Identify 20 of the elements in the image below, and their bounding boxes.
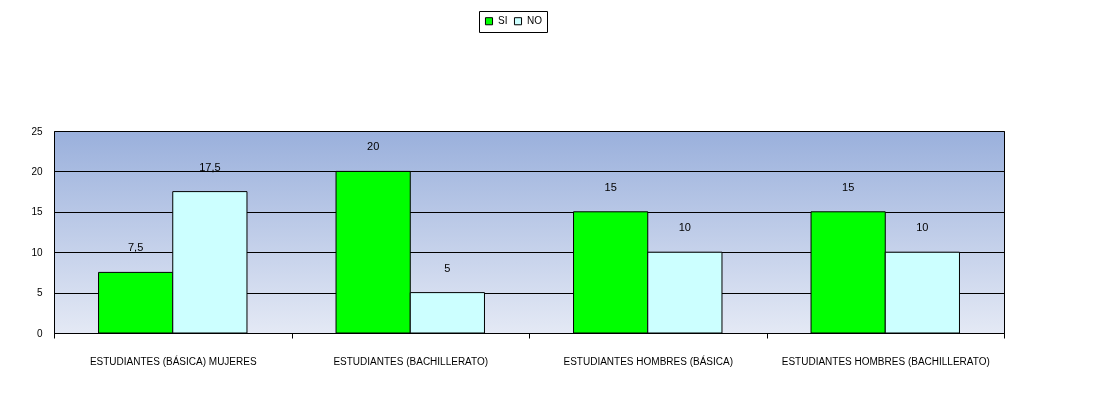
y-tick-label: 10 [31,246,43,258]
y-tick-label: 20 [31,165,43,177]
data-label: 17,5 [199,160,221,173]
x-tick-label: ESTUDIANTES (BÁSICA) MUJERES [89,354,257,367]
data-label: 7,5 [127,241,144,254]
y-tick-label: 15 [31,206,43,218]
x-tick-label: ESTUDIANTES HOMBRES (BACHILLERATO) [781,355,990,367]
y-tick-label: 25 [31,125,43,137]
data-label: 15 [604,180,617,193]
data-label: 10 [678,221,691,234]
data-label: 15 [842,180,855,193]
x-tick-label: ESTUDIANTES HOMBRES (BÁSICA) [563,354,733,367]
data-label: 5 [444,261,451,274]
y-tick-label: 0 [36,327,43,339]
data-label: 10 [916,221,929,234]
legend-label: NO [527,15,543,27]
y-tick-label: 5 [36,287,43,299]
data-label: 20 [367,140,380,153]
x-tick-label: ESTUDIANTES (BACHILLERATO) [333,355,489,367]
legend-label: SI [498,15,508,27]
